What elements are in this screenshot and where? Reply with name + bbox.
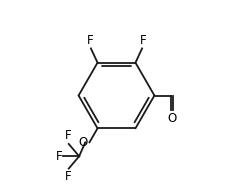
Text: F: F xyxy=(55,150,62,163)
Text: O: O xyxy=(167,112,176,125)
Text: F: F xyxy=(65,129,72,142)
Text: F: F xyxy=(65,171,72,184)
Text: F: F xyxy=(87,34,93,47)
Text: O: O xyxy=(78,136,88,149)
Text: F: F xyxy=(140,34,146,47)
